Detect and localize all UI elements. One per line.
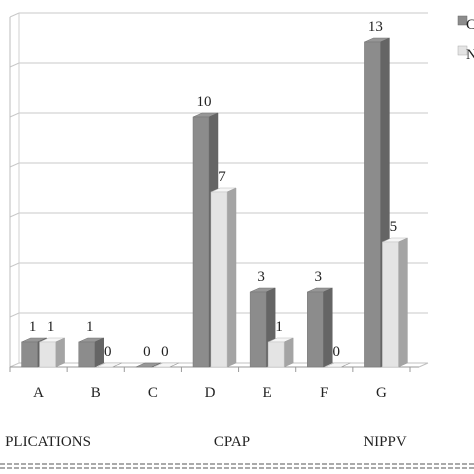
gridline-diagonal [9, 12, 20, 18]
bar-C-series-2 [153, 362, 179, 368]
bar-side-face [112, 362, 122, 368]
bar-A-series-2 [39, 337, 65, 368]
bar-C-series-1 [135, 362, 161, 368]
data-label: 0 [161, 344, 169, 360]
data-label: 1 [86, 319, 94, 335]
legend-swatch [457, 15, 468, 26]
bar-side-face [169, 362, 179, 368]
bar-B-series-1 [78, 337, 104, 368]
data-label: 3 [257, 269, 265, 285]
group-label: PLICATIONS [5, 434, 91, 450]
bar-side-face [94, 337, 104, 368]
bar-side-face [341, 362, 351, 368]
bar-front-face [267, 341, 285, 368]
data-label: 0 [143, 344, 151, 360]
bar-side-face [226, 187, 237, 368]
legend-label: C [466, 17, 474, 33]
x-tick-label: B [91, 385, 101, 401]
x-tick-label: C [148, 385, 158, 401]
x-tick-label: F [320, 385, 328, 401]
data-label: 1 [47, 319, 55, 335]
gridline-diagonal [9, 62, 20, 68]
x-tick-label: D [205, 385, 216, 401]
bar-front-face [21, 341, 38, 368]
bar-B-series-2 [96, 362, 122, 368]
gridline-diagonal [9, 362, 20, 368]
gridline-diagonal [9, 162, 20, 168]
gridline-diagonal [9, 262, 20, 268]
separator-line [0, 463, 474, 469]
x-tick-label: E [263, 385, 272, 401]
bar-front-face [39, 341, 56, 368]
data-label: 10 [197, 94, 212, 110]
bar-front-face [210, 191, 228, 368]
data-label: 1 [275, 319, 283, 335]
bar-side-face [283, 337, 294, 368]
bar-front-face [364, 41, 381, 368]
x-tick-label: G [376, 385, 387, 401]
bar-front-face [78, 341, 95, 368]
gridline-diagonal [9, 312, 20, 318]
gridline-diagonal [9, 112, 20, 118]
bar-F-series-1 [307, 287, 333, 368]
bar-side-face [55, 337, 65, 368]
group-label: CPAP [214, 434, 250, 450]
floor-right-edge [418, 362, 429, 368]
data-label: 3 [315, 269, 323, 285]
bar-side-face [398, 237, 408, 368]
bar-front-face [307, 291, 324, 368]
bar-G-series-2 [382, 237, 408, 368]
x-tick-labels: A B C D E F G [33, 385, 387, 401]
data-label: 0 [333, 344, 341, 360]
data-label: 13 [368, 19, 383, 35]
bar-D-series-2 [210, 187, 237, 368]
data-label: 5 [390, 219, 398, 235]
data-label: 1 [29, 319, 37, 335]
bar-front-face [249, 291, 267, 368]
data-label: 0 [104, 344, 112, 360]
x-tick-label: A [33, 385, 44, 401]
data-label: 7 [218, 169, 226, 185]
legend-item: C [457, 15, 474, 33]
legend-item: N [457, 45, 474, 63]
gridline-diagonal [9, 212, 20, 218]
bar-side-face [323, 287, 333, 368]
bar-side-face [151, 362, 161, 368]
group-labels: PLICATIONS CPAP NIPPV [5, 434, 407, 450]
legend: CN [457, 15, 474, 63]
legend-label: N [466, 47, 474, 63]
group-label: NIPPV [363, 434, 407, 450]
legend-swatch [457, 45, 468, 56]
bar-front-face [192, 116, 210, 368]
bar-E-series-2 [267, 337, 294, 368]
bar-front-face [382, 241, 399, 368]
bar-F-series-2 [325, 362, 351, 368]
bars [21, 37, 408, 368]
